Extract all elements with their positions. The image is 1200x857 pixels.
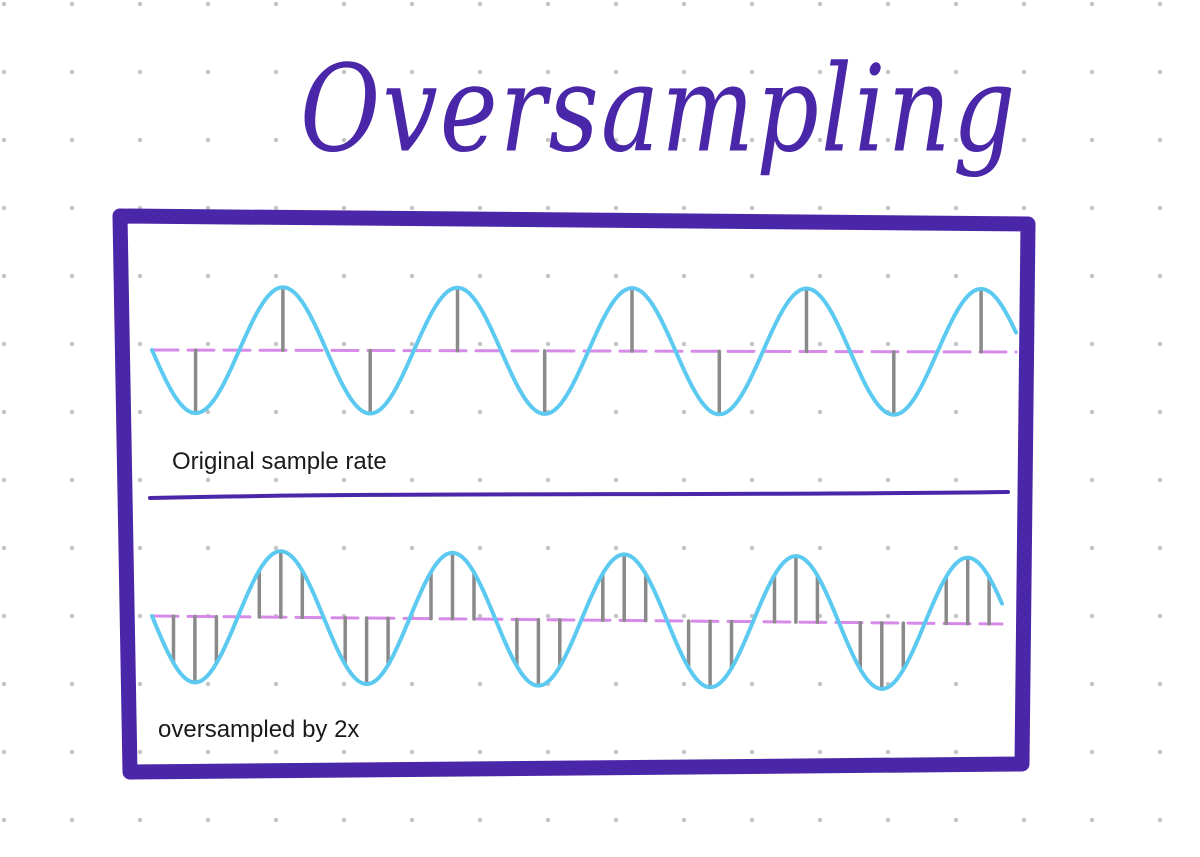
page-title: Oversampling — [300, 40, 1018, 180]
sine-wave — [150, 285, 1018, 417]
frame — [112, 208, 1036, 780]
panel-bottom-label: oversampled by 2x — [158, 716, 360, 743]
frame-border — [112, 208, 1036, 780]
panel-top-label: Original sample rate — [172, 448, 387, 475]
panel-bottom — [150, 549, 1004, 691]
baseline — [150, 348, 1018, 354]
panel-top — [150, 285, 1018, 417]
sine-wave — [150, 549, 1004, 691]
panel-divider — [148, 490, 1010, 500]
